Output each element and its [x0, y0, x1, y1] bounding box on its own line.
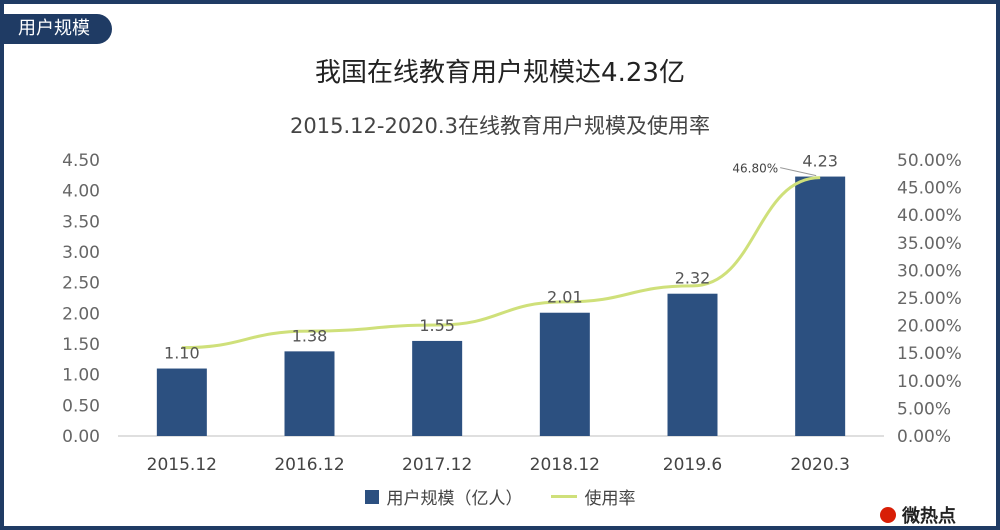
legend-item-rate: 使用率 — [550, 484, 636, 509]
annotation-leader-line — [780, 167, 817, 177]
watermark-text: 微热点 — [902, 506, 956, 527]
y-right-tick-label: 25.00% — [897, 289, 962, 309]
y-right-tick-label: 45.00% — [897, 179, 962, 199]
x-tick-label: 2018.12 — [530, 455, 600, 475]
x-tick-label: 2015.12 — [147, 455, 217, 475]
legend-line-swatch — [550, 495, 577, 498]
y-left-tick-label: 1.50 — [62, 335, 100, 355]
bar — [284, 351, 335, 436]
y-right-tick-label: 40.00% — [897, 206, 962, 226]
bar-data-label: 1.38 — [292, 326, 328, 345]
y-left-tick-label: 2.50 — [62, 274, 100, 294]
y-right-tick-label: 50.00% — [897, 151, 962, 171]
bar-data-label: 2.01 — [547, 288, 583, 307]
y-right-tick-label: 15.00% — [897, 344, 962, 364]
y-left-tick-label: 0.50 — [62, 396, 100, 416]
section-tag: 用户规模 — [0, 14, 112, 44]
y-left-tick-label: 3.00 — [62, 243, 100, 263]
legend-label-users: 用户规模（亿人） — [386, 489, 523, 509]
x-tick-label: 2016.12 — [274, 455, 344, 475]
bar — [156, 368, 207, 436]
y-right-tick-label: 5.00% — [897, 399, 951, 419]
y-right-tick-label: 20.00% — [897, 317, 962, 337]
y-left-tick-label: 1.00 — [62, 366, 100, 386]
line-data-label: 46.80% — [732, 162, 778, 176]
bar — [412, 340, 463, 436]
x-tick-label: 2019.6 — [663, 455, 722, 475]
watermark: 微热点 — [880, 502, 956, 528]
bar-data-label: 2.32 — [675, 269, 711, 288]
bar-data-label: 4.23 — [802, 152, 838, 171]
bar-data-label: 1.55 — [419, 316, 455, 335]
legend: 用户规模（亿人） 使用率 — [0, 484, 1000, 509]
y-left-tick-label: 2.00 — [62, 304, 100, 324]
bar — [667, 293, 718, 436]
legend-bar-swatch — [364, 489, 379, 504]
y-left-tick-label: 0.00 — [62, 427, 100, 447]
bar — [539, 312, 590, 436]
x-tick-label: 2020.3 — [790, 455, 849, 475]
y-right-tick-label: 10.00% — [897, 372, 962, 392]
y-left-tick-label: 4.00 — [62, 182, 100, 202]
y-left-tick-label: 3.50 — [62, 212, 100, 232]
legend-label-rate: 使用率 — [584, 489, 636, 509]
x-tick-label: 2017.12 — [402, 455, 472, 475]
y-right-tick-label: 35.00% — [897, 234, 962, 254]
usage-rate-line — [181, 176, 821, 350]
bar-data-label: 1.10 — [164, 344, 200, 363]
headline: 我国在线教育用户规模达4.23亿 — [315, 58, 685, 88]
y-left-tick-label: 4.50 — [62, 151, 100, 171]
weibo-logo-icon — [880, 507, 896, 523]
chart-title: 2015.12-2020.3在线教育用户规模及使用率 — [290, 114, 710, 138]
legend-item-users: 用户规模（亿人） — [364, 484, 523, 509]
bar — [795, 176, 846, 436]
y-right-tick-label: 0.00% — [897, 427, 951, 447]
y-right-tick-label: 30.00% — [897, 261, 962, 281]
